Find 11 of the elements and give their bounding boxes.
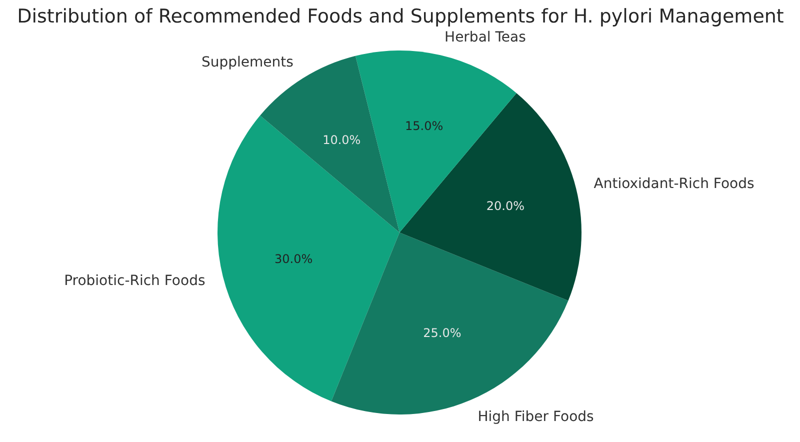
data-label: 10.0% <box>322 132 361 147</box>
slice-label: Supplements <box>201 54 294 71</box>
chart-title: Distribution of Recommended Foods and Supplements for H. pylori Management <box>17 6 784 28</box>
slice-label: Herbal Teas <box>444 29 526 46</box>
data-label: 30.0% <box>274 252 313 266</box>
data-label: 25.0% <box>423 326 462 340</box>
data-label: 20.0% <box>486 199 525 214</box>
slice-label: Probiotic-Rich Foods <box>64 272 206 289</box>
slice-label: Antioxidant-Rich Foods <box>594 176 754 192</box>
data-label: 15.0% <box>405 119 444 134</box>
slice-label: High Fiber Foods <box>478 408 594 425</box>
